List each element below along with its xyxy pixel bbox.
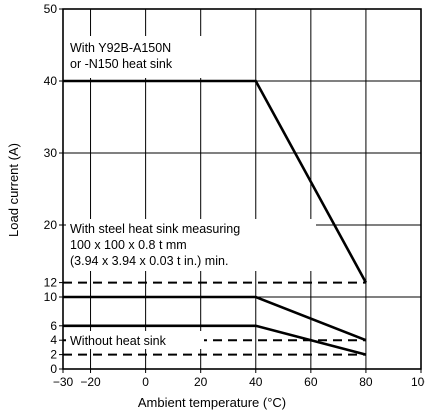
y-tick-label: 50 — [44, 2, 58, 16]
x-tick-labels: −30 −20 0 20 40 60 80 100 — [53, 369, 425, 389]
annotation-background — [66, 36, 246, 78]
y-tick-label: 12 — [44, 276, 58, 290]
annotations: With Y92B-A150N or -N150 heat sink With st… — [66, 36, 316, 349]
annotation-background — [66, 331, 204, 349]
annotation-text: Without heat sink — [70, 334, 167, 348]
annotation-text: With steel heat sink measuring — [70, 222, 240, 236]
annotation-text: (3.94 x 3.94 x 0.03 t in.) min. — [70, 254, 228, 268]
x-tick-label: 80 — [359, 375, 373, 389]
y-tick-label: 4 — [50, 333, 57, 347]
y-axis-title: Load current (A) — [6, 143, 21, 237]
y-tick-label: 10 — [44, 290, 58, 304]
series-layer — [63, 79, 368, 356]
annotation-text: or -N150 heat sink — [70, 57, 173, 71]
plot-frame — [62, 8, 422, 370]
y-tick-label: 30 — [44, 146, 58, 160]
x-tick-label: −30 — [53, 375, 74, 389]
x-tick-label: 20 — [194, 375, 208, 389]
derating-curve — [63, 295, 367, 342]
x-tick-label: 100 — [411, 375, 425, 389]
y-tick-label: 6 — [50, 319, 57, 333]
x-tick-label: 40 — [249, 375, 263, 389]
derating-curve — [63, 324, 367, 356]
x-tick-label: 0 — [142, 375, 149, 389]
y-tick-label: 40 — [44, 74, 58, 88]
plot-border — [62, 8, 422, 370]
derating-curve — [63, 79, 368, 284]
x-tick-label: −20 — [80, 375, 101, 389]
annotation-text: 100 x 100 x 0.8 t mm — [70, 238, 187, 252]
y-tick-label: 0 — [50, 362, 57, 376]
y-tick-label: 20 — [44, 218, 58, 232]
annotation-background — [66, 219, 316, 271]
y-tick-label: 2 — [50, 348, 57, 362]
annotation-text: With Y92B-A150N — [70, 41, 171, 55]
x-tick-label: 60 — [304, 375, 318, 389]
x-axis-title: Ambient temperature (°C) — [138, 395, 286, 410]
